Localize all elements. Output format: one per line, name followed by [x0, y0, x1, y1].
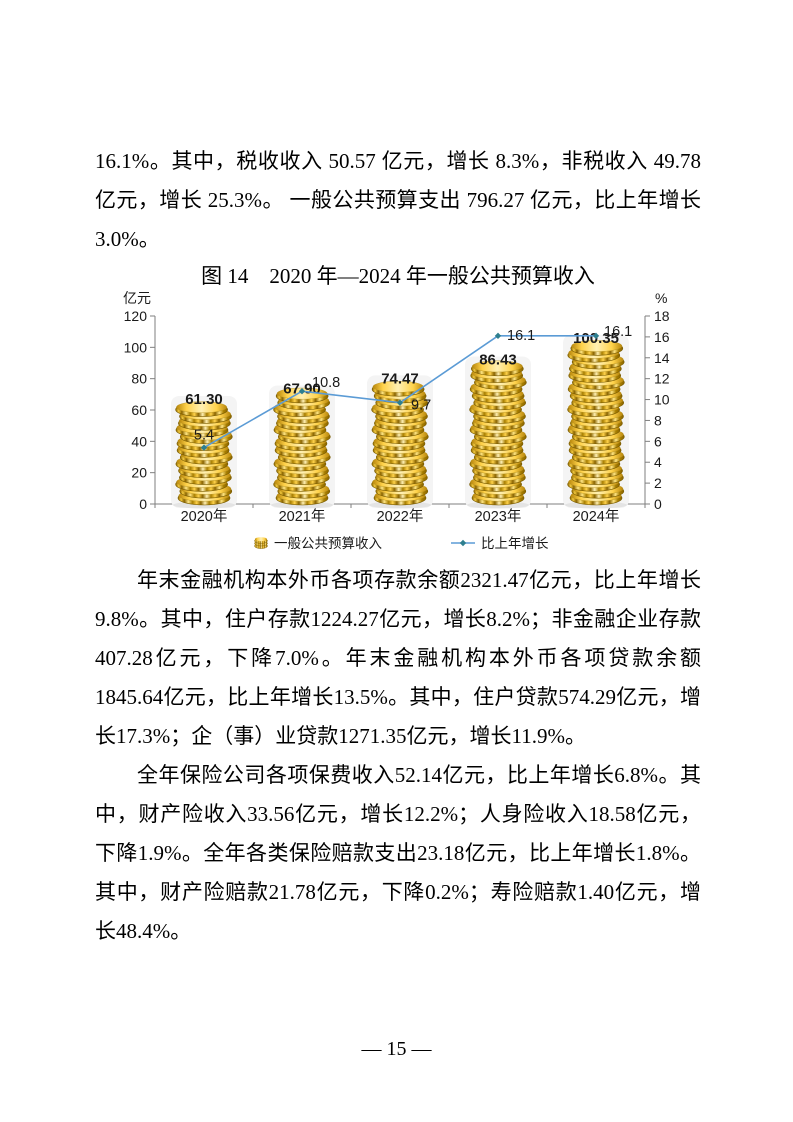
coin-stack: 61.30	[171, 391, 237, 509]
page-content: 16.1%。其中，税收收入 50.57 亿元，增长 8.3%，非税收入 49.7…	[95, 142, 701, 951]
right-axis-tick-label: 2	[654, 475, 662, 491]
x-axis-category-label: 2022年	[377, 508, 424, 525]
left-axis-tick-label: 20	[131, 465, 147, 481]
line-value-label: 16.1	[507, 328, 535, 344]
left-axis-tick-label: 40	[131, 433, 147, 449]
x-axis-category-label: 2020年	[181, 508, 228, 525]
x-axis-category-label: 2023年	[475, 508, 522, 525]
right-axis-tick-label: 4	[654, 454, 662, 470]
right-axis-tick-label: 14	[654, 350, 670, 366]
legend-item-line: 比上年增长	[451, 536, 549, 551]
coin-stack: 67.90	[269, 381, 335, 509]
revenue-chart-svg: 0 20 40 60 80 100 120 0 2 4 6 8 10 12 14 16 18 亿元 % 2020年 20…	[123, 290, 670, 551]
left-axis-tick-label: 0	[139, 496, 147, 512]
figure-14-chart: 0 20 40 60 80 100 120 0 2 4 6 8 10 12 14 16 18 亿元% 2020年 20…	[113, 290, 683, 561]
right-axis-tick-label: 8	[654, 412, 662, 428]
line-marker	[592, 332, 600, 340]
body-paragraph-2: 年末金融机构本外币各项存款余额2321.47亿元，比上年增长9.8%。其中，住户…	[95, 568, 701, 748]
legend-label-bar: 一般公共预算收入	[274, 536, 382, 551]
left-axis-tick-label: 80	[131, 371, 147, 387]
line-marker	[396, 399, 404, 406]
growth-line-group: 5.4 10.8 9.7 16.1 16.1	[194, 324, 632, 451]
legend-label-line: 比上年增长	[481, 536, 549, 551]
line-value-label: 5.4	[194, 428, 214, 444]
x-axis-category-label: 2021年	[279, 508, 326, 525]
chart-legend: 一般公共预算收入 比上年增长	[254, 536, 549, 551]
coin-stack: 100.35	[563, 330, 629, 509]
right-axis-tick-label: 18	[654, 308, 670, 324]
right-axis-tick-label: 16	[654, 329, 670, 345]
bar-value-label: 61.30	[185, 391, 223, 408]
figure-title: 图 14 2020 年—2024 年一般公共预算收入	[201, 264, 595, 288]
coin-stack: 86.43	[465, 352, 531, 509]
left-axis-title: 亿元	[123, 291, 151, 306]
left-axis-tick-label: 120	[124, 308, 148, 324]
right-axis-tick-label: 10	[654, 392, 670, 408]
page-number: — 15 —	[361, 1038, 432, 1060]
line-marker	[494, 332, 502, 340]
line-value-label: 10.8	[312, 375, 340, 391]
line-value-label: 9.7	[411, 398, 431, 414]
body-paragraph-1: 16.1%。其中，税收收入 50.57 亿元，增长 8.3%，非税收入 49.7…	[95, 149, 701, 251]
bar-value-label: 86.43	[479, 352, 517, 369]
left-axis-tick-label: 60	[131, 402, 147, 418]
line-value-label: 16.1	[604, 324, 632, 340]
line-marker	[298, 388, 306, 395]
coin-stack: 74.47	[367, 370, 433, 509]
bar-value-label: 74.47	[381, 370, 419, 387]
x-axis-category-label: 2024年	[573, 508, 620, 525]
axis-labels-group: 0 20 40 60 80 100 120 0 2 4 6 8 10 12 14 16 18 亿元 % 2020年 20…	[123, 290, 670, 525]
bars-group: 61.30 67.90 74.47 86.43 100.35	[171, 330, 629, 509]
right-axis-tick-label: 12	[654, 371, 670, 387]
legend-item-bar: 一般公共预算收入	[254, 536, 382, 551]
right-axis-tick-label: 6	[654, 433, 662, 449]
body-paragraph-3: 全年保险公司各项保费收入52.14亿元，比上年增长6.8%。其中，财产险收入33…	[95, 763, 701, 943]
right-axis-tick-label: 0	[654, 496, 662, 512]
right-axis-title: %	[655, 291, 667, 306]
left-axis-tick-label: 100	[124, 339, 148, 355]
